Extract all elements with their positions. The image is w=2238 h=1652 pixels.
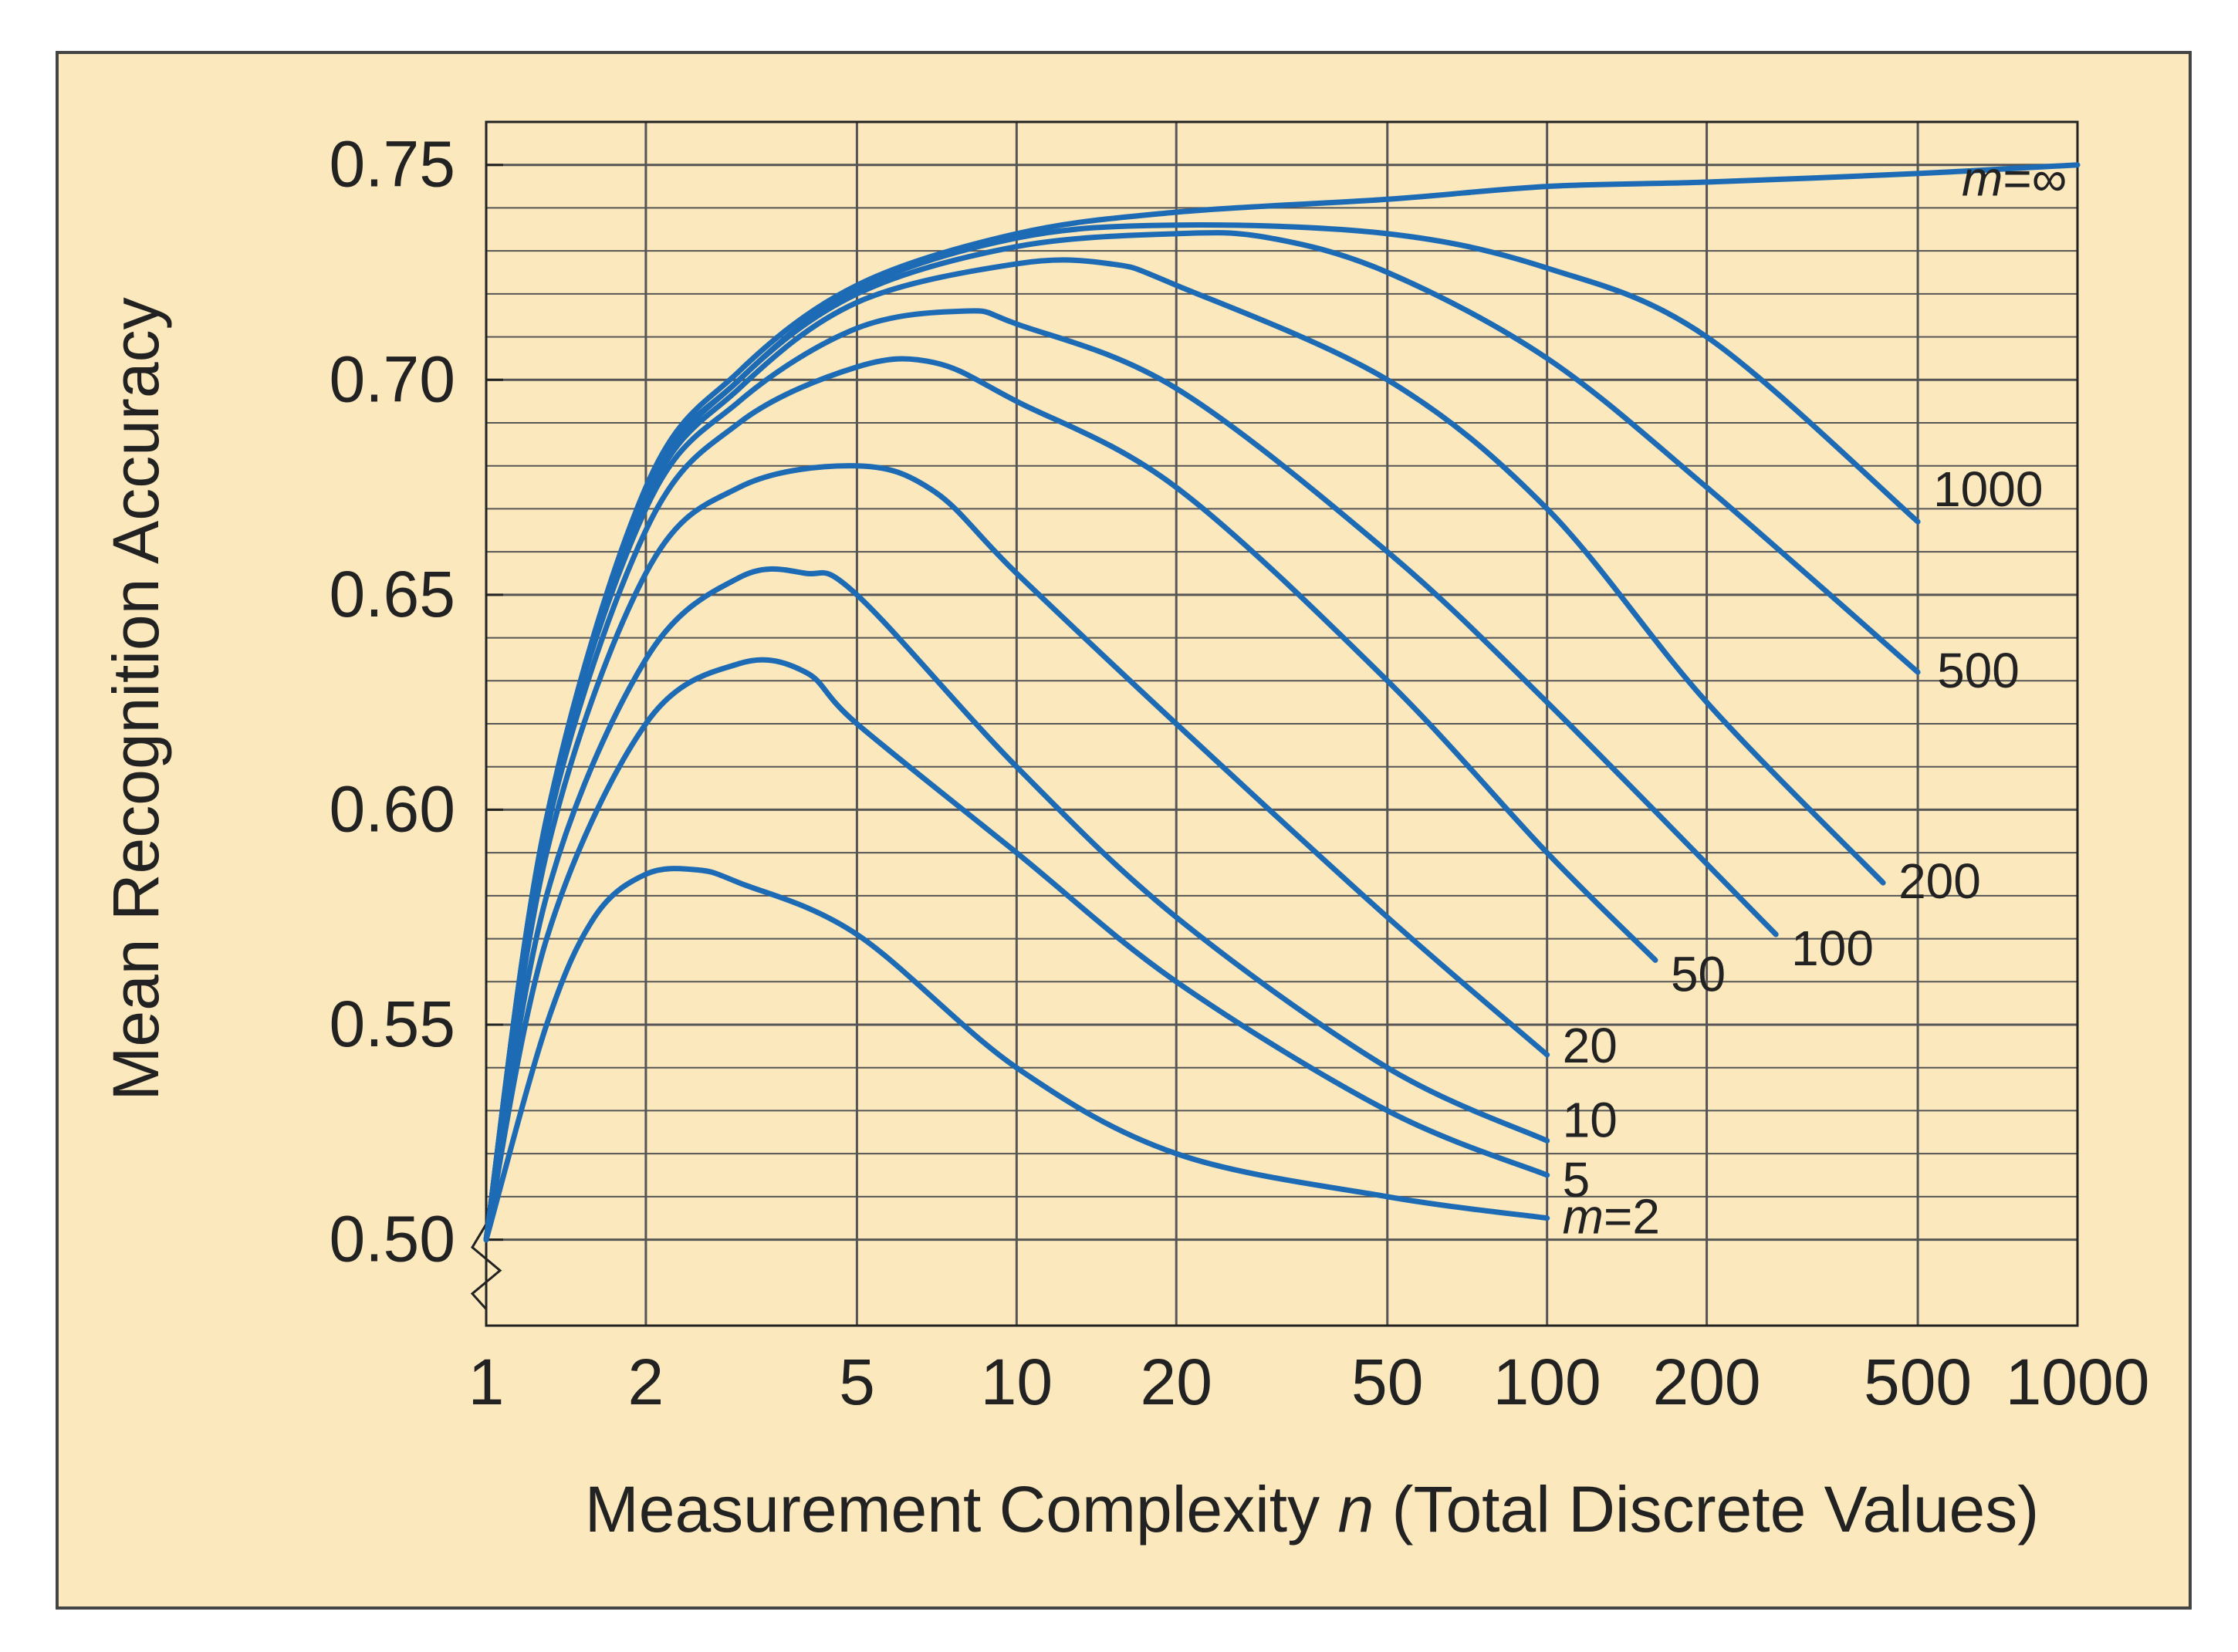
series-label-20: 20: [1563, 1018, 1618, 1073]
series-label-value: 100: [1791, 921, 1874, 976]
series-label-50: 50: [1671, 946, 1726, 1002]
series-label-5: 5: [1563, 1152, 1591, 1208]
series-line-1000: [483, 222, 1921, 1243]
x-tick-label-5: 5: [839, 1346, 875, 1418]
series-label-value: 1000: [1933, 461, 2043, 517]
x-tick-label-100: 100: [1493, 1346, 1601, 1418]
series-lines: [483, 162, 2081, 1243]
y-tick-label-0.70: 0.70: [330, 343, 456, 415]
chart-frame: [56, 51, 2192, 1610]
x-tick-label-10: 10: [981, 1346, 1053, 1418]
series-label-value: 20: [1563, 1018, 1618, 1073]
series-label-1000: 1000: [1933, 461, 2043, 517]
y-axis-ticks: 0.50 0.55 0.60 0.65 0.70 0.75: [330, 128, 503, 1275]
y-tick-label-0.50: 0.50: [330, 1203, 456, 1275]
series-label-m=2: m=2: [1563, 1189, 1660, 1245]
series-label-value: =∞: [2003, 151, 2067, 207]
series-label-100: 100: [1791, 921, 1874, 976]
series-label-value: 500: [1937, 643, 2020, 698]
series-label-value: 50: [1671, 946, 1726, 1002]
series-label-variable: m: [1962, 151, 2003, 207]
x-tick-label-20: 20: [1141, 1346, 1212, 1418]
series-line-10: [483, 566, 1550, 1243]
y-axis-break: [470, 1223, 502, 1310]
series-line-20: [483, 463, 1550, 1243]
series-label-value: =2: [1604, 1189, 1660, 1245]
plot-border: [485, 120, 2079, 1327]
series-label-500: 500: [1937, 643, 2020, 698]
series-line-50: [483, 356, 1658, 1243]
series-label-value: 5: [1563, 1152, 1591, 1208]
horizontal-gridlines: [486, 164, 2077, 1242]
x-axis-title-part-1: Measurement Complexity: [585, 1473, 1338, 1546]
x-tick-label-200: 200: [1652, 1346, 1760, 1418]
series-label-variable: m: [1563, 1189, 1604, 1245]
y-tick-label-0.65: 0.65: [330, 558, 456, 630]
x-tick-label-1000: 1000: [2006, 1346, 2150, 1418]
series-line-m=2: [483, 866, 1550, 1243]
x-tick-label-1: 1: [468, 1346, 505, 1418]
x-axis-title-part-2: (Total Discrete Values): [1374, 1473, 2039, 1546]
series-line-m=∞: [483, 162, 2081, 1243]
y-axis-title: Mean Recognition Accuracy: [100, 297, 172, 1100]
series-label-200: 200: [1898, 853, 1981, 909]
x-axis-title-variable: n: [1337, 1473, 1374, 1546]
series-label-value: 10: [1563, 1092, 1618, 1147]
series-label-value: 200: [1898, 853, 1981, 909]
series-line-500: [483, 230, 1921, 1243]
series-label-10: 10: [1563, 1092, 1618, 1147]
series-label-m=∞: m=∞: [1962, 151, 2067, 207]
x-axis-title: Measurement Complexity n (Total Discrete…: [585, 1473, 2039, 1546]
x-tick-label-500: 500: [1864, 1346, 1972, 1418]
y-tick-label-0.60: 0.60: [330, 772, 456, 845]
y-tick-label-0.75: 0.75: [330, 128, 456, 201]
x-tick-label-50: 50: [1351, 1346, 1423, 1418]
series-line-5: [483, 657, 1550, 1243]
x-axis-ticks: 1 2 5 10 20 50 100 200 500 1000: [468, 1346, 2150, 1418]
y-tick-label-0.55: 0.55: [330, 988, 456, 1060]
x-tick-label-2: 2: [628, 1346, 664, 1418]
